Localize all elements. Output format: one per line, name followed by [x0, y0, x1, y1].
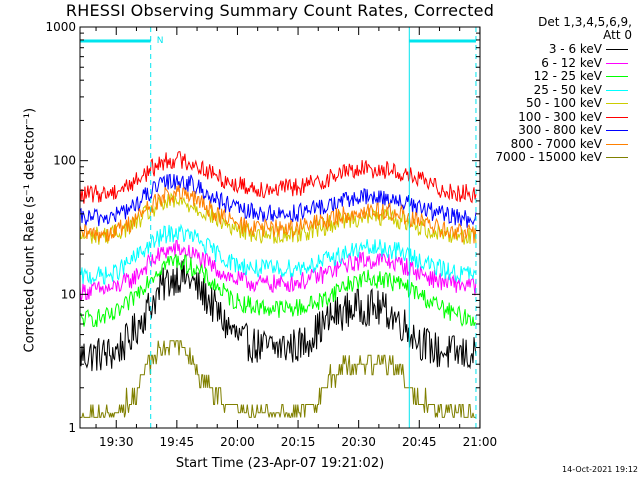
legend-swatch [606, 89, 628, 91]
x-tick-label: 20:30 [341, 435, 376, 449]
legend-detector-line: Det 1,3,4,5,6,9, [538, 15, 632, 29]
legend-swatch [606, 157, 628, 158]
legend-label: 100 - 300 keV [518, 109, 602, 124]
series-line-300-800-kev [79, 173, 477, 228]
legend-attenuator-line: Att 0 [603, 28, 632, 42]
legend-label: 800 - 7000 keV [510, 136, 602, 151]
x-tick-label: 19:45 [160, 435, 195, 449]
x-tick-label: 21:00 [463, 435, 498, 449]
series-line-6-12-kev [79, 239, 477, 301]
series-line-12-25-kev [79, 254, 477, 328]
x-tick-label: 20:00 [220, 435, 255, 449]
y-tick-label: 1 [68, 421, 76, 435]
y-tick-label: 100 [53, 154, 76, 168]
y-axis-label: Corrected Count Rate (s⁻¹ detector⁻¹) [22, 107, 38, 353]
legend-item: 50 - 100 keV [486, 96, 632, 110]
series-line-100-300-kev [79, 151, 477, 204]
legend-label: 12 - 25 keV [533, 69, 602, 83]
flag-label: N [157, 36, 164, 46]
legend-label: 6 - 12 keV [541, 55, 602, 70]
chart-title: RHESSI Observing Summary Count Rates, Co… [65, 1, 495, 20]
legend-label: 3 - 6 keV [548, 42, 602, 56]
series-line-800-7000-kev [79, 184, 477, 244]
legend-item: 300 - 800 keV [486, 123, 632, 137]
legend-label: 7000 - 15000 keV [495, 150, 602, 164]
legend-item: 6 - 12 keV [486, 56, 632, 70]
legend-item: 7000 - 15000 keV [486, 150, 632, 164]
legend-label: 25 - 50 keV [533, 82, 602, 97]
legend-item: 100 - 300 keV [486, 110, 632, 124]
x-tick-label: 20:45 [402, 435, 437, 449]
y-tick-label: 10 [61, 287, 76, 301]
legend-label: 300 - 800 keV [518, 123, 602, 137]
x-axis-label: Start Time (23-Apr-07 19:21:02) [175, 456, 385, 471]
legend-item: 800 - 7000 keV [486, 137, 632, 151]
generation-timestamp: 14-Oct-2021 19:12 [562, 465, 638, 474]
legend-item: 25 - 50 keV [486, 83, 632, 97]
legend-swatch [606, 116, 628, 118]
plot-frame [79, 26, 481, 429]
legend-swatch [606, 143, 628, 145]
legend-item: 12 - 25 keV [486, 69, 632, 83]
series-line-25-50-kev [79, 223, 477, 285]
series-line-3-6-kev [79, 259, 477, 372]
legend-swatch [606, 130, 628, 131]
x-tick-label: 20:15 [281, 435, 316, 449]
series-line-7000-15000-kev [80, 340, 476, 418]
legend-label: 50 - 100 keV [525, 96, 602, 110]
legend-swatch [606, 49, 628, 50]
legend-swatch [606, 76, 628, 77]
y-tick-label: 1000 [45, 20, 76, 34]
legend-item: 3 - 6 keV [486, 42, 632, 56]
x-tick-label: 19:30 [99, 435, 134, 449]
legend-swatch [606, 103, 628, 104]
legend-swatch [606, 62, 628, 64]
